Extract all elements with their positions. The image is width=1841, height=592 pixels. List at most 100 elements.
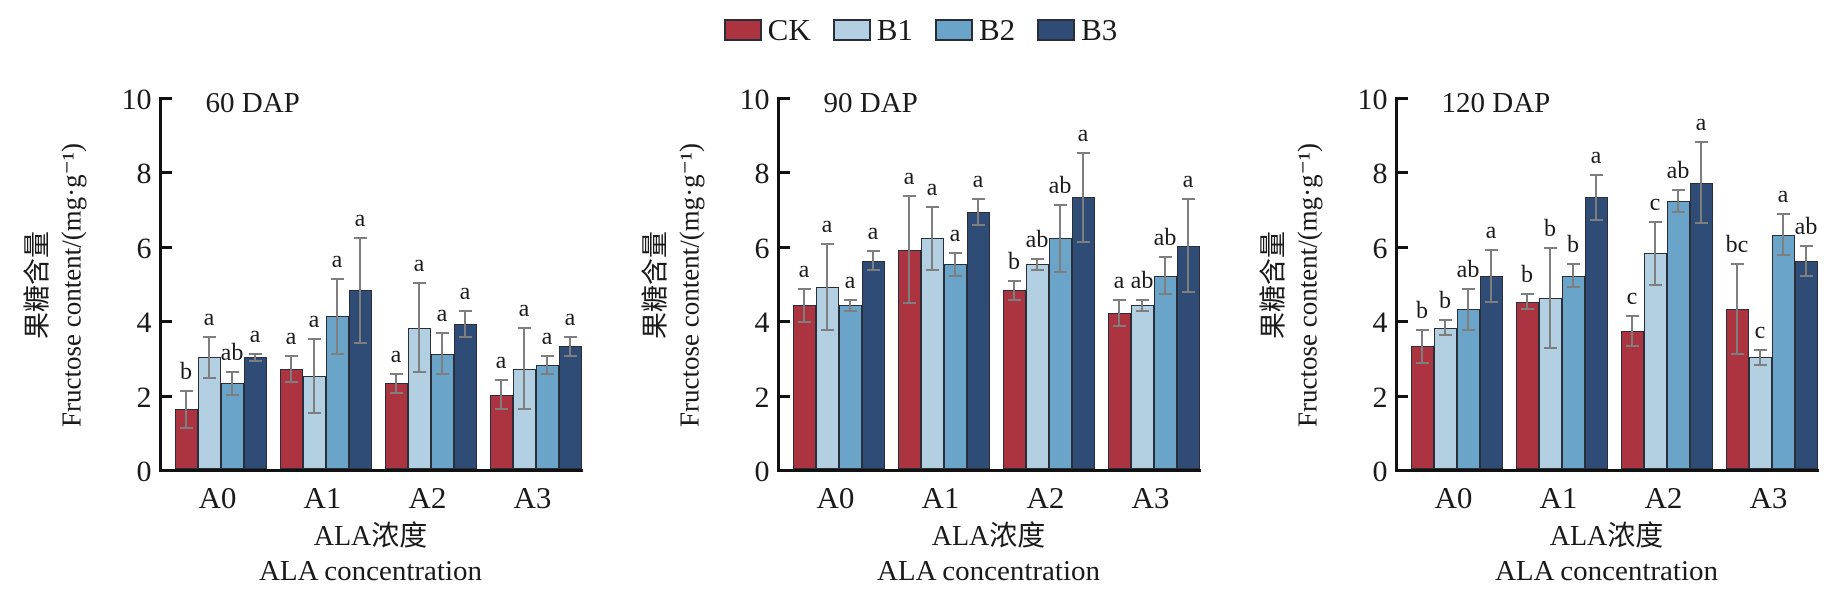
barwrap-b2-a2: ab bbox=[1048, 97, 1072, 469]
error-bar-cap bbox=[843, 309, 857, 312]
error-bar bbox=[359, 238, 361, 343]
y-axis-label-en: Fructose content/(mg·g⁻¹) bbox=[56, 142, 86, 427]
error-bar bbox=[1595, 175, 1597, 220]
chart-panel-90-dap: 果糖含量 Fructose content/(mg·g⁻¹) 90 DAP 0 2 4 6 8… bbox=[640, 83, 1201, 588]
y-tick-label: 10 bbox=[1357, 83, 1388, 116]
plot-column: 120 DAP 0 2 4 6 8 10 b b ab a b b b a c c ab a bc c a ab A0 A1 A2… bbox=[1358, 83, 1819, 588]
panel-title: 90 DAP bbox=[823, 87, 918, 119]
error-bar bbox=[1421, 329, 1423, 363]
legend-swatch-b3-icon bbox=[1037, 18, 1076, 41]
error-bar bbox=[231, 372, 233, 395]
barwrap-b3-a0: a bbox=[861, 97, 885, 469]
barwrap-b2-a2: ab bbox=[1666, 97, 1690, 469]
bar-group-a0: b a ab a bbox=[174, 97, 267, 469]
error-bar-cap bbox=[330, 352, 344, 355]
sig-letter: a bbox=[203, 304, 215, 331]
error-bar bbox=[977, 199, 979, 226]
error-bar-cap bbox=[1461, 328, 1475, 331]
barwrap-ck-a2: b bbox=[1002, 97, 1026, 469]
bar-group-a3: bc c a ab bbox=[1725, 97, 1818, 469]
error-bar-cap bbox=[971, 198, 985, 201]
legend-label: B2 bbox=[978, 12, 1016, 47]
sig-letter: ab bbox=[220, 340, 244, 367]
sig-letter: ab bbox=[1794, 213, 1818, 240]
x-tick-label-a0: A0 bbox=[816, 480, 855, 515]
bar-b1-a0 bbox=[1433, 327, 1457, 469]
error-bar-cap bbox=[1520, 293, 1534, 296]
error-bar-cap bbox=[1589, 218, 1603, 221]
sig-letter: a bbox=[949, 221, 961, 248]
error-bar-cap bbox=[866, 268, 880, 271]
error-bar-cap bbox=[284, 354, 298, 357]
error-bar bbox=[1141, 299, 1143, 311]
error-bar-cap bbox=[820, 328, 834, 331]
y-tick-label: 8 bbox=[754, 157, 770, 191]
barwrap-b1-a1: a bbox=[302, 97, 326, 469]
bar-b3-a3 bbox=[558, 346, 582, 469]
legend-swatch-b2-icon bbox=[934, 18, 973, 41]
bar-b3-a0 bbox=[1479, 275, 1503, 469]
barwrap-b1-a0: a bbox=[197, 97, 221, 469]
error-bar bbox=[1164, 256, 1166, 295]
error-bar-cap bbox=[1158, 293, 1172, 296]
barwrap-ck-a0: a bbox=[792, 97, 816, 469]
barwrap-b2-a1: a bbox=[325, 97, 349, 469]
error-bar bbox=[313, 338, 315, 414]
error-bar-cap bbox=[1112, 298, 1126, 301]
error-bar-cap bbox=[1648, 220, 1662, 223]
y-axis-label-zh: 果糖含量 bbox=[640, 230, 670, 339]
sig-letter: bc bbox=[1725, 232, 1749, 259]
error-bar-cap bbox=[1566, 263, 1580, 266]
legend-item-ck: CK bbox=[723, 14, 811, 45]
sig-letter: c bbox=[1649, 189, 1661, 216]
error-bar-cap bbox=[1415, 361, 1429, 364]
error-bar-cap bbox=[389, 373, 403, 376]
error-bar-cap bbox=[1520, 308, 1534, 311]
barwrap-b1-a0: b bbox=[1433, 97, 1457, 469]
error-bar-cap bbox=[1135, 309, 1149, 312]
error-bar-cap bbox=[1158, 255, 1172, 258]
error-bar-cap bbox=[1776, 213, 1790, 216]
error-bar bbox=[441, 333, 443, 375]
error-bar-cap bbox=[1671, 211, 1685, 214]
error-bar-cap bbox=[1484, 300, 1498, 303]
bar-ck-a2 bbox=[1002, 290, 1026, 469]
legend-swatch-ck-icon bbox=[723, 18, 762, 41]
error-bar-cap bbox=[1625, 345, 1639, 348]
sig-letter: a bbox=[1485, 217, 1497, 244]
error-bar bbox=[1013, 281, 1015, 300]
x-tick-label-a2: A2 bbox=[408, 480, 447, 515]
error-bar-cap bbox=[1181, 198, 1195, 201]
error-bar-cap bbox=[948, 274, 962, 277]
bar-group-a3: a ab ab a bbox=[1107, 97, 1200, 469]
barwrap-ck-a1: a bbox=[279, 97, 303, 469]
sig-letter: a bbox=[1077, 120, 1089, 147]
x-tick-label-a0: A0 bbox=[1434, 480, 1473, 515]
error-bar-cap bbox=[225, 371, 239, 374]
barwrap-b2-a2: a bbox=[430, 97, 454, 469]
error-bar-cap bbox=[820, 242, 834, 245]
error-bar-cap bbox=[1730, 263, 1744, 266]
error-bar bbox=[1467, 288, 1469, 330]
bar-ck-a2 bbox=[1620, 331, 1644, 469]
bar-b2-a3 bbox=[1771, 234, 1795, 469]
barwrap-ck-a3: bc bbox=[1725, 97, 1749, 469]
error-bar-cap bbox=[1799, 244, 1813, 247]
x-tick-label-a3: A3 bbox=[1131, 480, 1170, 515]
barwrap-b3-a0: a bbox=[1479, 97, 1503, 469]
error-bar bbox=[1526, 294, 1528, 310]
sig-letter: b bbox=[1544, 215, 1556, 242]
x-tick-label-a0: A0 bbox=[198, 480, 237, 515]
sig-letter: a bbox=[436, 301, 448, 328]
sig-letter: a bbox=[903, 163, 915, 190]
legend-label: B3 bbox=[1081, 12, 1118, 47]
error-bar-cap bbox=[1438, 319, 1452, 322]
barwrap-b3-a1: a bbox=[966, 97, 990, 469]
bar-ck-a0 bbox=[1410, 346, 1434, 469]
y-tick-mark bbox=[161, 245, 172, 249]
sig-letter: a bbox=[844, 267, 856, 294]
bar-b3-a2 bbox=[453, 323, 477, 469]
x-tick-labels: A0 A1 A2 A3 bbox=[1395, 478, 1819, 518]
error-bar bbox=[1082, 152, 1084, 243]
y-axis-labels: 果糖含量 Fructose content/(mg·g⁻¹) bbox=[22, 97, 105, 472]
